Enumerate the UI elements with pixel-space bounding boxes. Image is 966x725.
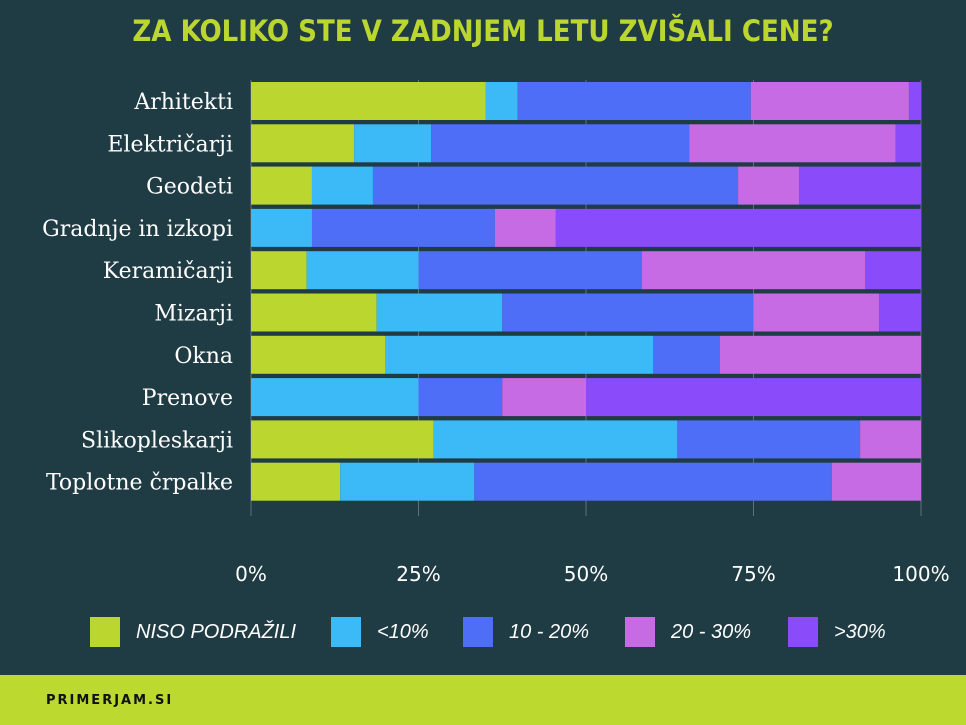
bar-segment [502,293,754,332]
bar-segment [677,420,861,459]
bar-segment [433,420,678,459]
bar-segment [376,293,503,332]
bar-segment [311,166,373,205]
legend-swatch [90,617,120,647]
legend-label: <10% [377,620,429,643]
category-label: Okna [174,344,233,369]
legend-item: 20 - 30% [625,617,751,647]
bar-segment [251,166,312,205]
bar-segment [311,208,495,247]
category-label: Toplotne črpalke [46,471,233,496]
legend-label: NISO PODRAŽILI [136,620,297,643]
bar-segment [895,124,921,163]
bar-segment [306,251,419,290]
stacked-bar-chart: 0% 25% 50% 75% 100% Arhitekti Električarji Geod… [42,80,950,586]
bar-segment [865,251,921,290]
category-label: Prenove [142,386,233,411]
category-label: Slikopleskarji [81,428,233,453]
bar-segment [340,462,475,501]
bar-segment [251,251,307,290]
category-label: Arhitekti [133,90,233,115]
bar-segment [517,82,751,120]
bar-segment [485,82,518,120]
brand-logo: PRIMERJAM.SI [46,693,174,708]
bar-segment [251,82,486,120]
bar-segment [418,251,643,290]
bar-segment [642,251,866,290]
bar-segment [653,335,720,374]
bar-segment [738,166,800,205]
legend-item: <10% [331,617,429,647]
bar-segment [418,378,503,417]
bar-segment [502,378,586,417]
x-tick-label: 75% [731,562,775,586]
x-tick-label: 25% [396,562,440,586]
bar-segment [750,82,909,120]
bar-segment [251,378,419,417]
category-label: Geodeti [146,175,233,200]
legend: NISO PODRAŽILI <10% 10 - 20% 20 - 30% >30% [0,617,966,651]
footer: PRIMERJAM.SI [0,675,966,725]
legend-swatch [463,617,493,647]
legend-item: 10 - 20% [463,617,589,647]
category-label: Gradnje in izkopi [42,217,233,242]
bar-segment [251,420,434,459]
x-tick-label: 0% [235,562,267,586]
legend-item: NISO PODRAŽILI [90,617,296,647]
bar-segment [354,124,432,163]
chart-title: ZA KOLIKO STE V ZADNJEM LETU ZVIŠALI CEN… [132,14,834,48]
bar-segment [720,335,921,374]
bar-segment [385,335,653,374]
bar-segment [689,124,896,163]
category-label: Električarji [107,132,233,157]
bar-segment [251,124,355,163]
legend-item: >30% [788,617,886,647]
bar-segment [879,293,921,332]
x-tick-label: 100% [892,562,949,586]
bar-segment [555,208,921,247]
bar-segment [251,335,385,374]
bar-segment [908,82,921,120]
legend-swatch [331,617,361,647]
bar-segment [753,293,880,332]
bar-segment [372,166,739,205]
bar-segment [251,208,312,247]
legend-swatch [788,617,818,647]
bar-segment [251,462,341,501]
bar-segment [474,462,832,501]
bar-segment [431,124,690,163]
bar-segment [860,420,921,459]
legend-swatch [625,617,655,647]
bar-segment [494,208,556,247]
bar-segment [251,293,377,332]
legend-label: 20 - 30% [671,620,752,643]
bar-segment [799,166,921,205]
bar-segment [586,378,921,417]
category-label: Mizarji [154,302,233,327]
legend-label: 10 - 20% [509,620,590,643]
category-label: Keramičarji [103,259,233,284]
legend-label: >30% [834,620,886,643]
bar-segment [831,462,921,501]
x-tick-label: 50% [564,562,608,586]
